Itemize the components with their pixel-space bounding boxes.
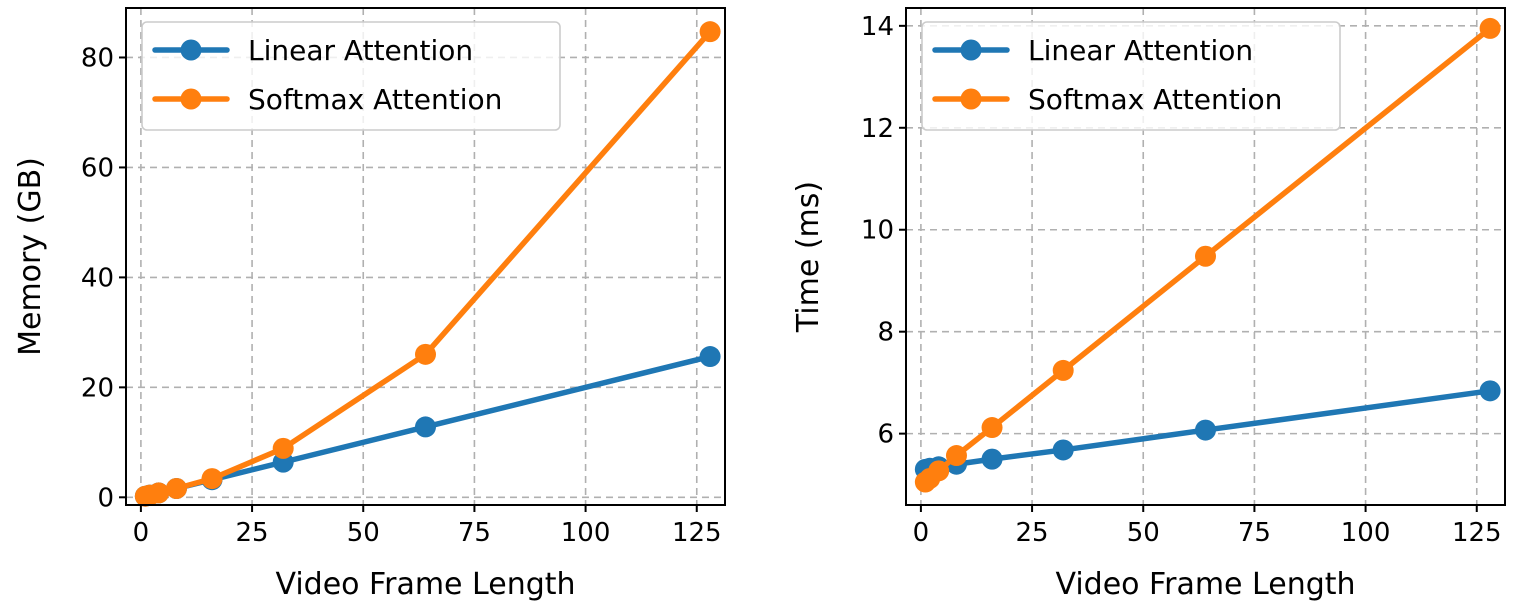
data-point	[201, 468, 223, 490]
data-point	[928, 460, 950, 482]
y-tick-label: 80	[81, 43, 114, 73]
y-tick-label: 40	[81, 263, 114, 293]
x-axis-label: Video Frame Length	[1055, 567, 1355, 602]
y-tick-label: 12	[861, 114, 894, 144]
data-point	[415, 343, 436, 365]
x-tick-label: 50	[1127, 518, 1160, 548]
legend-label: Linear Attention	[248, 34, 473, 67]
data-point	[1195, 419, 1216, 441]
x-tick-label: 125	[672, 518, 722, 548]
y-axis-label: Time (ms)	[791, 181, 826, 333]
legend: Linear Attention Softmax Attention	[921, 21, 1341, 131]
x-tick-label: 125	[1452, 518, 1502, 548]
data-point	[165, 478, 187, 500]
x-tick-label: 0	[133, 518, 150, 548]
y-tick-label: 0	[97, 483, 114, 513]
data-point	[1195, 245, 1216, 267]
x-tick-label: 75	[1238, 518, 1271, 548]
memory-chart-panel: 0 25 50 75 100 125 0 20 40 60 80 Video Frame Length…	[13, 7, 726, 602]
legend-frame	[921, 21, 1341, 131]
x-tick-label: 0	[913, 518, 930, 548]
x-tick-label: 25	[236, 518, 269, 548]
legend-swatch-marker	[180, 88, 202, 110]
plot-frame	[905, 7, 1506, 506]
data-point	[699, 21, 721, 43]
x-axis-label: Video Frame Length	[275, 567, 575, 602]
x-tick-label: 75	[458, 518, 491, 548]
legend-label: Linear Attention	[1028, 34, 1253, 67]
legend-swatch-marker	[960, 88, 982, 110]
y-tick-label: 14	[861, 12, 894, 42]
data-point	[1052, 359, 1074, 381]
data-point	[945, 445, 967, 467]
x-tick-label: 50	[347, 518, 380, 548]
data-point	[272, 437, 294, 459]
data-point	[148, 482, 170, 504]
data-point	[981, 448, 1003, 470]
data-point	[415, 416, 436, 438]
data-point	[1052, 439, 1074, 461]
y-axis-label: Memory (GB)	[13, 157, 48, 356]
data-point	[1479, 17, 1501, 39]
x-tick-label: 100	[561, 518, 611, 548]
legend-frame	[141, 21, 561, 131]
legend-label: Softmax Attention	[248, 83, 502, 116]
time-chart-panel: 0 25 50 75 100 125 6 8 10 12 14 Video Frame Length T…	[791, 7, 1506, 602]
legend: Linear Attention Softmax Attention	[141, 21, 561, 131]
data-point	[699, 346, 721, 368]
legend-swatch-marker	[180, 39, 202, 61]
data-point	[1479, 380, 1501, 402]
legend-label: Softmax Attention	[1028, 83, 1282, 116]
data-point	[981, 417, 1003, 439]
plot-frame	[125, 7, 726, 506]
y-tick-label: 10	[861, 216, 894, 246]
y-tick-label: 20	[81, 373, 114, 403]
y-tick-label: 60	[81, 153, 114, 183]
x-tick-label: 25	[1016, 518, 1049, 548]
x-tick-label: 100	[1341, 518, 1391, 548]
legend-swatch-marker	[960, 39, 982, 61]
y-tick-label: 8	[877, 318, 894, 348]
y-tick-label: 6	[877, 420, 894, 450]
